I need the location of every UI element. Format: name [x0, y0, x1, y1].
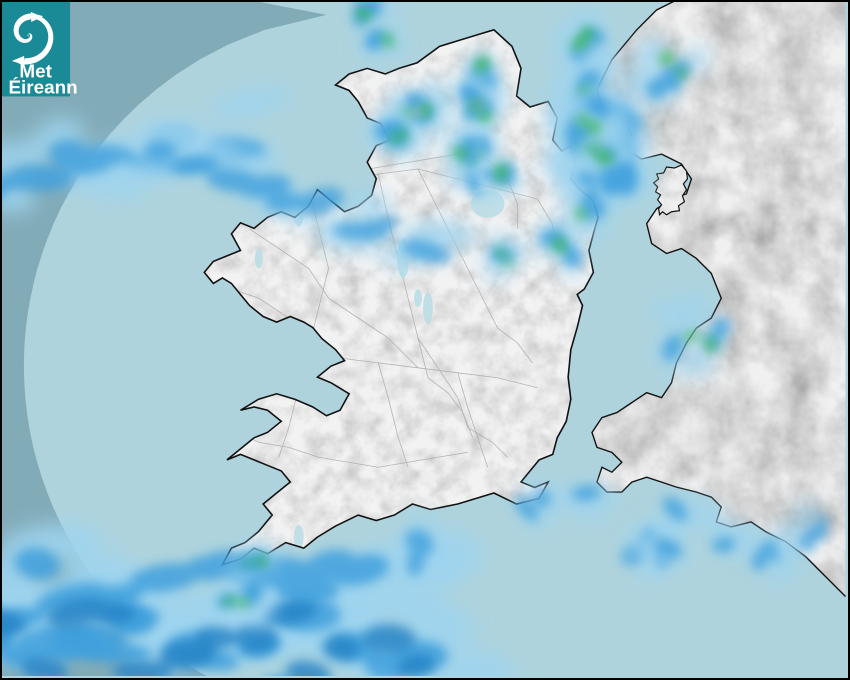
svg-text:Éireann: Éireann — [8, 76, 77, 98]
